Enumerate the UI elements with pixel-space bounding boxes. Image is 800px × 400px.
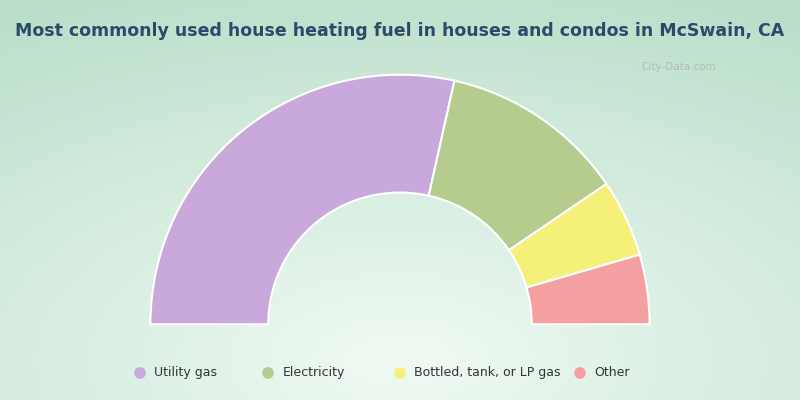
Point	[574, 370, 586, 376]
Text: Bottled, tank, or LP gas: Bottled, tank, or LP gas	[414, 366, 561, 380]
Point	[262, 370, 274, 376]
Point	[394, 370, 406, 376]
Wedge shape	[429, 81, 606, 250]
Text: City-Data.com: City-Data.com	[642, 62, 716, 72]
Wedge shape	[526, 255, 650, 324]
Text: Other: Other	[594, 366, 630, 380]
Wedge shape	[509, 184, 640, 288]
Text: Electricity: Electricity	[282, 366, 345, 380]
Text: Most commonly used house heating fuel in houses and condos in McSwain, CA: Most commonly used house heating fuel in…	[15, 22, 785, 40]
Point	[134, 370, 146, 376]
Wedge shape	[150, 75, 454, 324]
Text: Utility gas: Utility gas	[154, 366, 218, 380]
